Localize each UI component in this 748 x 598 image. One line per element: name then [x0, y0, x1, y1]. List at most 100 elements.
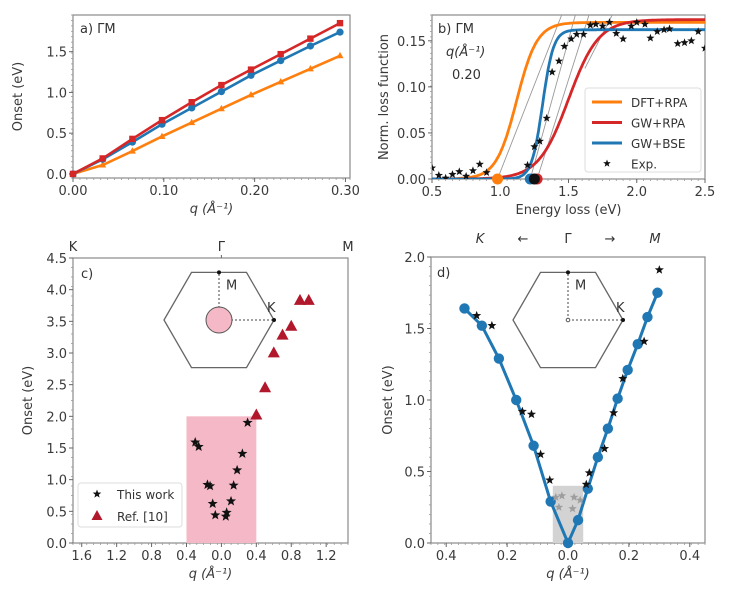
data-point: [218, 81, 225, 89]
exp-point: [694, 27, 703, 36]
exp-point: [468, 166, 478, 175]
x-axis-label: q (Å⁻¹): [190, 201, 234, 217]
gw-bse-point: [493, 353, 505, 364]
y-axis-label: Onset (eV): [11, 62, 26, 132]
x-tick-label: 1.2: [106, 549, 127, 564]
legend-triangle-icon: [91, 510, 103, 520]
exp-point-shaded: [551, 492, 561, 501]
x-tick-label: 0.20: [240, 184, 269, 199]
y-tick-label: 0.5: [46, 505, 67, 520]
data-point: [247, 91, 255, 98]
exp-point: [482, 168, 491, 177]
y-tick-label: 3.5: [46, 315, 67, 330]
panel-a: 0.00 0.10 0.20 0.30 0.0 0.5 1.0 1.5 q (Å⁻¹) Onset…: [11, 14, 360, 217]
y-tick-label: 1.5: [46, 442, 67, 457]
exp-point: [591, 19, 600, 28]
ref-point: [302, 293, 315, 305]
exp-point: [432, 163, 437, 172]
data-point: [69, 170, 77, 178]
x-tick-label: 0.5: [422, 185, 443, 200]
y-tick-label: 1.0: [404, 394, 425, 409]
x-tick-label: 0.4: [436, 549, 457, 564]
series-line-dft-rpa: [72, 54, 341, 176]
this-work-point: [225, 495, 237, 506]
gw-bse-point: [476, 320, 488, 331]
gw-bse-point: [459, 303, 470, 314]
x-tick-label: 0.0: [558, 549, 579, 564]
gw-bse-line: [463, 292, 659, 547]
exp-point: [584, 468, 594, 477]
data-point: [188, 99, 195, 106]
data-point: [217, 88, 225, 96]
top-label: →: [605, 232, 616, 247]
y-tick-label: 2.0: [46, 410, 67, 425]
x-tick-label: 0.4: [679, 549, 700, 564]
legend-star-icon: [92, 489, 102, 498]
top-label: ←: [518, 232, 529, 247]
y-tick-label: 4.0: [46, 284, 67, 299]
y-tick-label: 4.5: [46, 252, 67, 267]
top-label: K: [69, 240, 78, 255]
data-point: [277, 50, 284, 58]
legend-box: [77, 482, 183, 528]
exp-point: [487, 320, 497, 330]
gw-bse-point: [642, 311, 653, 323]
this-work-point: [237, 448, 248, 458]
this-work-point: [202, 479, 213, 490]
exp-point: [700, 43, 705, 52]
y-tick-label: 2.0: [404, 251, 425, 266]
guide-line: [529, 15, 576, 179]
top-label: Γ: [564, 232, 572, 247]
exp-point: [441, 173, 450, 179]
gw-bse-point: [572, 514, 584, 526]
exp-point: [554, 56, 564, 65]
exp-point: [455, 167, 464, 176]
data-point: [336, 51, 344, 59]
gamma-point: [565, 317, 571, 323]
exp-point: [659, 25, 669, 34]
gw-bse-point: [652, 287, 663, 298]
ref-point: [276, 328, 289, 340]
ref-point: [285, 319, 298, 331]
this-work-point: [221, 507, 232, 517]
exp-point: [560, 42, 569, 50]
legend-label: This work: [116, 488, 174, 502]
m-point: [217, 270, 221, 275]
onset-marker: [528, 173, 540, 185]
curve-gw-bse: [432, 28, 705, 179]
panel-label: a) ΓM: [80, 22, 116, 37]
data-point: [158, 132, 166, 139]
exp-point-shaded: [557, 491, 567, 500]
onset-marker: [492, 173, 504, 185]
exp-point: [434, 171, 443, 179]
panel-label: b) ΓM: [438, 22, 474, 37]
data-point: [188, 104, 196, 112]
plot-area: [432, 15, 705, 179]
x-axis-label: Energy loss (eV): [516, 203, 622, 218]
q-label: q(Å⁻¹): [446, 44, 485, 60]
gw-bse-point: [528, 440, 539, 451]
y-tick-label: 0.5: [46, 127, 67, 142]
exp-point: [665, 24, 674, 33]
x-tick-label: 1.6: [71, 549, 92, 564]
exp-point-shaded: [575, 495, 585, 504]
x-tick-label: 0.4: [246, 549, 267, 564]
gw-bse-point: [562, 537, 574, 549]
exp-point: [605, 18, 614, 26]
data-point: [247, 71, 255, 79]
panel-b: 0.5 1.0 1.5 2.0 2.5 0.00 0.05 0.10 0.15 Energy lo…: [377, 14, 715, 218]
series-line-gw-bse: [72, 30, 341, 176]
shaded-region: [186, 416, 257, 543]
gw-bse-point: [592, 452, 604, 463]
top-label: M: [649, 232, 660, 247]
y-tick-label: 0.0: [46, 168, 67, 183]
data-point: [306, 42, 315, 50]
exp-point: [567, 34, 576, 43]
x-tick-label: 1.2: [316, 549, 337, 564]
y-tick-label: 1.0: [46, 474, 67, 489]
exp-point: [646, 33, 655, 42]
exp-point: [548, 67, 557, 76]
m-point: [566, 270, 570, 275]
this-work-point: [220, 511, 231, 521]
y-tick-label: 1.5: [46, 46, 67, 61]
